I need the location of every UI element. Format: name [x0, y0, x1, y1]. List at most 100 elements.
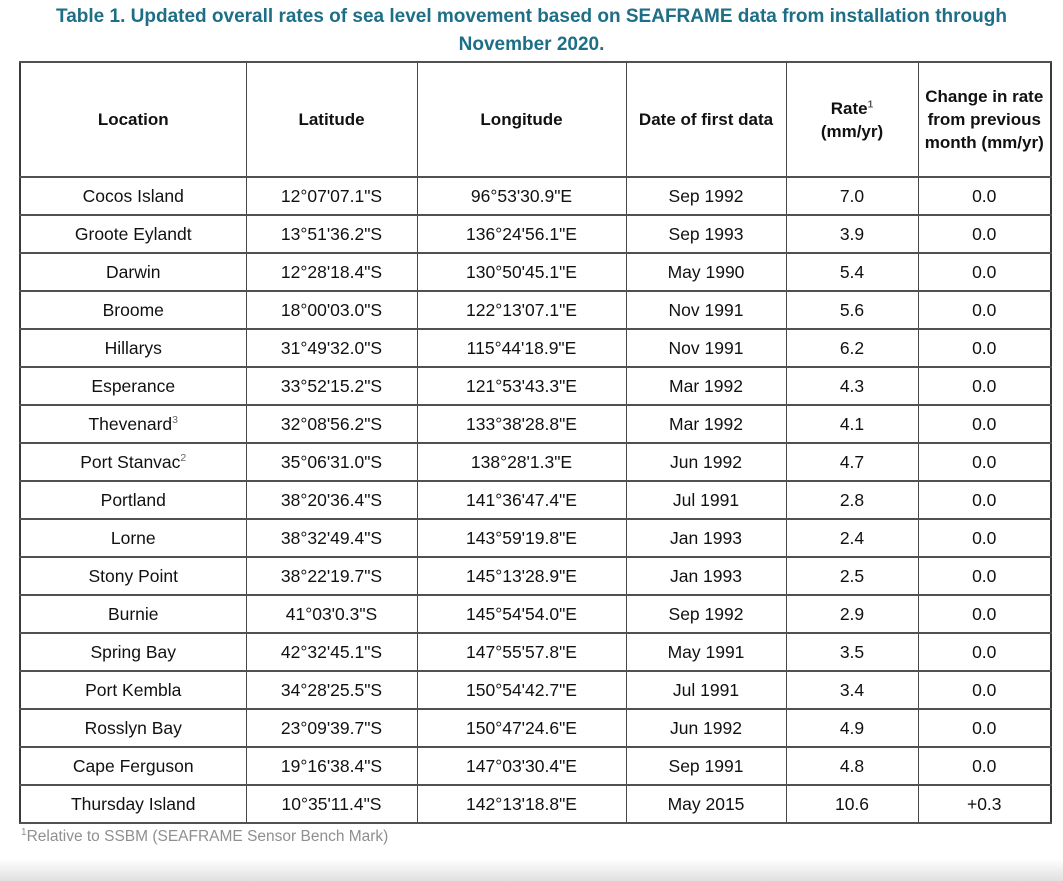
cell-longitude: 141°36'47.4"E	[416, 480, 627, 520]
cell-longitude: 96°53'30.9"E	[416, 176, 627, 216]
cell-change: 0.0	[917, 518, 1052, 558]
cell-first-data: Sep 1991	[625, 746, 787, 786]
cell-first-data: Sep 1993	[625, 214, 787, 254]
cell-location: Rosslyn Bay	[19, 708, 247, 748]
cell-change: 0.0	[917, 290, 1052, 330]
cell-latitude: 38°32'49.4"S	[245, 518, 418, 558]
cell-change: +0.3	[917, 784, 1052, 824]
cell-longitude: 142°13'18.8"E	[416, 784, 627, 824]
cell-latitude: 33°52'15.2"S	[245, 366, 418, 406]
footnote: 1Relative to SSBM (SEAFRAME Sensor Bench…	[21, 827, 1063, 846]
cell-longitude: 147°03'30.4"E	[416, 746, 627, 786]
col-header-rate: Rate1 (mm/yr)	[785, 61, 919, 178]
table-row: Broome 18°00'03.0"S 122°13'07.1"E Nov 19…	[19, 290, 1052, 330]
table-title: Table 1. Updated overall rates of sea le…	[56, 6, 1007, 55]
cell-rate: 4.3	[785, 366, 919, 406]
cell-change: 0.0	[917, 176, 1052, 216]
cell-change: 0.0	[917, 442, 1052, 482]
table-row: Burnie 41°03'0.3"S 145°54'54.0"E Sep 199…	[19, 594, 1052, 634]
cell-first-data: Jul 1991	[625, 480, 787, 520]
col-header-longitude: Longitude	[416, 61, 627, 178]
cell-longitude: 122°13'07.1"E	[416, 290, 627, 330]
cell-latitude: 12°07'07.1"S	[245, 176, 418, 216]
cell-first-data: Mar 1992	[625, 366, 787, 406]
cell-latitude: 34°28'25.5"S	[245, 670, 418, 710]
cell-location: Darwin	[19, 252, 247, 292]
cell-latitude: 18°00'03.0"S	[245, 290, 418, 330]
cell-rate: 10.6	[785, 784, 919, 824]
table-row: Stony Point 38°22'19.7"S 145°13'28.9"E J…	[19, 556, 1052, 596]
cell-location: Port Kembla	[19, 670, 247, 710]
cell-location: Thursday Island	[19, 784, 247, 824]
cell-first-data: May 2015	[625, 784, 787, 824]
cell-change: 0.0	[917, 480, 1052, 520]
cell-latitude: 41°03'0.3"S	[245, 594, 418, 634]
header-row: Location Latitude Longitude Date of firs…	[19, 61, 1052, 178]
cell-rate: 4.7	[785, 442, 919, 482]
cell-latitude: 38°22'19.7"S	[245, 556, 418, 596]
cell-rate: 3.9	[785, 214, 919, 254]
cell-latitude: 19°16'38.4"S	[245, 746, 418, 786]
cell-latitude: 35°06'31.0"S	[245, 442, 418, 482]
table-row: Spring Bay 42°32'45.1"S 147°55'57.8"E Ma…	[19, 632, 1052, 672]
cell-latitude: 12°28'18.4"S	[245, 252, 418, 292]
footnote-text: Relative to SSBM (SEAFRAME Sensor Bench …	[26, 828, 389, 845]
cell-change: 0.0	[917, 632, 1052, 672]
cell-location: Groote Eylandt	[19, 214, 247, 254]
cell-rate: 3.5	[785, 632, 919, 672]
cell-location: Lorne	[19, 518, 247, 558]
cell-latitude: 31°49'32.0"S	[245, 328, 418, 368]
table-row: Port Stanvac2 35°06'31.0"S 138°28'1.3"E …	[19, 442, 1052, 482]
table-row: Lorne 38°32'49.4"S 143°59'19.8"E Jan 199…	[19, 518, 1052, 558]
cell-location: Thevenard3	[19, 404, 247, 444]
table-row: Cape Ferguson 19°16'38.4"S 147°03'30.4"E…	[19, 746, 1052, 786]
col-header-location: Location	[19, 61, 247, 178]
cell-longitude: 147°55'57.8"E	[416, 632, 627, 672]
cell-longitude: 133°38'28.8"E	[416, 404, 627, 444]
cell-rate: 6.2	[785, 328, 919, 368]
rate-header-line1: Rate1	[830, 98, 874, 118]
cell-first-data: Nov 1991	[625, 290, 787, 330]
location-footnote-marker: 3	[172, 413, 178, 426]
table-row: Darwin 12°28'18.4"S 130°50'45.1"E May 19…	[19, 252, 1052, 292]
cell-change: 0.0	[917, 328, 1052, 368]
cell-location: Stony Point	[19, 556, 247, 596]
col-header-change-in-rate: Change in rate from previous month (mm/y…	[917, 61, 1052, 178]
cell-longitude: 145°13'28.9"E	[416, 556, 627, 596]
col-header-date-of-first-data: Date of first data	[625, 61, 787, 178]
col-header-latitude: Latitude	[245, 61, 418, 178]
cell-latitude: 38°20'36.4"S	[245, 480, 418, 520]
cell-rate: 3.4	[785, 670, 919, 710]
cell-first-data: Mar 1992	[625, 404, 787, 444]
cell-change: 0.0	[917, 594, 1052, 634]
cell-rate: 2.5	[785, 556, 919, 596]
cell-location: Portland	[19, 480, 247, 520]
cell-longitude: 136°24'56.1"E	[416, 214, 627, 254]
cell-latitude: 42°32'45.1"S	[245, 632, 418, 672]
cell-first-data: May 1990	[625, 252, 787, 292]
cell-first-data: Jan 1993	[625, 556, 787, 596]
cell-location: Esperance	[19, 366, 247, 406]
cell-longitude: 138°28'1.3"E	[416, 442, 627, 482]
cell-location: Burnie	[19, 594, 247, 634]
footnote-marker: 1	[21, 826, 27, 838]
table-row: Groote Eylandt 13°51'36.2"S 136°24'56.1"…	[19, 214, 1052, 254]
cell-location: Broome	[19, 290, 247, 330]
cell-latitude: 23°09'39.7"S	[245, 708, 418, 748]
cell-first-data: Jul 1991	[625, 670, 787, 710]
cell-location: Cape Ferguson	[19, 746, 247, 786]
cell-rate: 2.9	[785, 594, 919, 634]
cell-longitude: 121°53'43.3"E	[416, 366, 627, 406]
sea-level-rates-table: Location Latitude Longitude Date of firs…	[19, 61, 1052, 824]
cell-longitude: 130°50'45.1"E	[416, 252, 627, 292]
cell-latitude: 10°35'11.4"S	[245, 784, 418, 824]
cell-rate: 4.1	[785, 404, 919, 444]
page-bottom-shadow	[0, 859, 1063, 881]
cell-latitude: 32°08'56.2"S	[245, 404, 418, 444]
cell-rate: 7.0	[785, 176, 919, 216]
cell-first-data: Jun 1992	[625, 708, 787, 748]
cell-longitude: 145°54'54.0"E	[416, 594, 627, 634]
cell-location: Hillarys	[19, 328, 247, 368]
cell-first-data: Nov 1991	[625, 328, 787, 368]
cell-change: 0.0	[917, 708, 1052, 748]
